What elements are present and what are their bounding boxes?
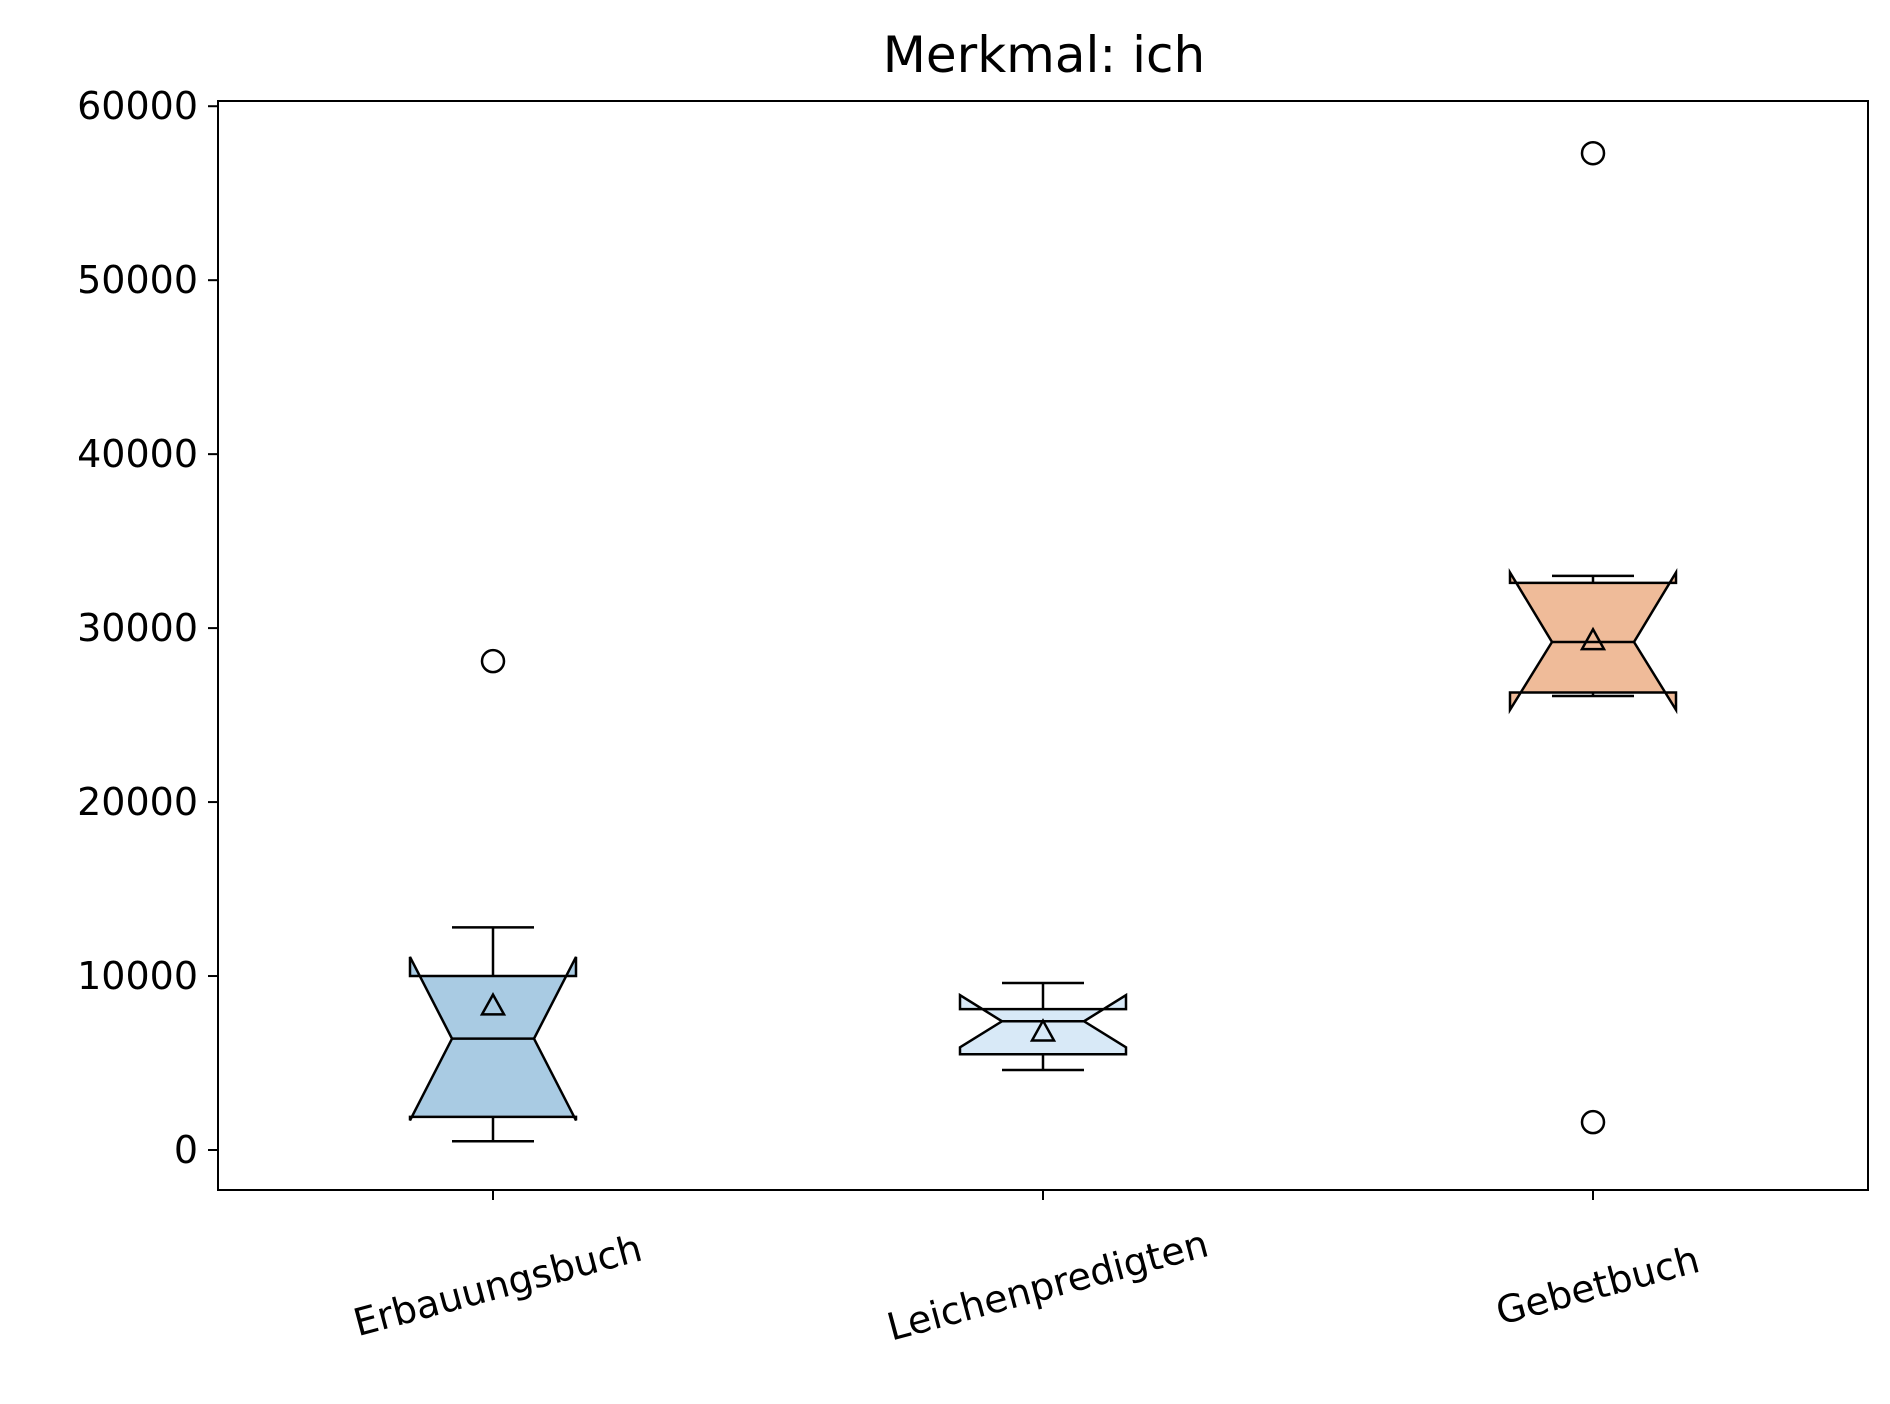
outlier-point xyxy=(1580,1109,1606,1135)
x-tick-label: Gebetbuch xyxy=(1491,1237,1704,1333)
chart-title: Merkmal: ich xyxy=(883,26,1205,84)
y-tick-label: 50000 xyxy=(77,258,198,302)
notched-box xyxy=(958,992,1128,1056)
mean-marker xyxy=(1029,1018,1057,1042)
x-tick-label: Leichenpredigten xyxy=(882,1221,1212,1349)
mean-marker xyxy=(479,992,507,1016)
x-axis: Erbauungsbuch Leichenpredigten Gebetbuch xyxy=(349,1190,1704,1349)
outlier-point xyxy=(1580,140,1606,166)
y-axis: 0 10000 20000 30000 40000 50000 60000 xyxy=(77,84,218,1172)
box-group xyxy=(408,648,578,1143)
y-tick-label: 40000 xyxy=(77,432,198,476)
box-group xyxy=(1508,140,1678,1135)
y-tick-label: 60000 xyxy=(77,84,198,128)
y-tick-label: 0 xyxy=(174,1128,198,1172)
outlier-point xyxy=(480,648,506,674)
mean-marker xyxy=(1579,626,1607,651)
y-tick-label: 10000 xyxy=(77,954,198,998)
y-tick-label: 30000 xyxy=(77,606,198,650)
x-tick-label: Erbauungsbuch xyxy=(349,1226,647,1345)
box-group xyxy=(958,981,1128,1072)
plot-frame xyxy=(217,100,1869,1191)
plot-area xyxy=(408,140,1678,1143)
y-tick-label: 20000 xyxy=(77,780,198,824)
